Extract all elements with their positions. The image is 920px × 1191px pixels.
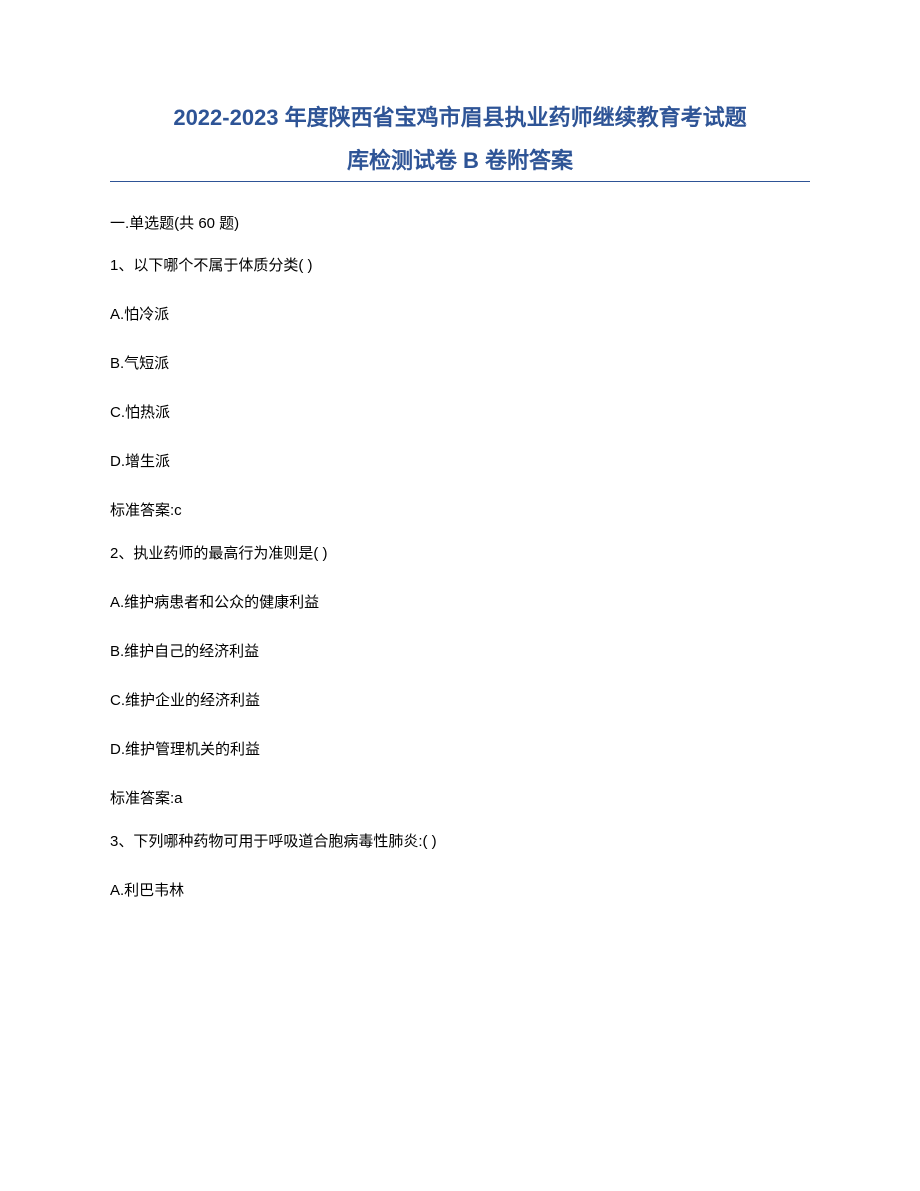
document-title-line2: 库检测试卷 B 卷附答案 — [110, 143, 810, 175]
question-option: D.维护管理机关的利益 — [110, 739, 810, 760]
question-option: B.维护自己的经济利益 — [110, 641, 810, 662]
question-prompt: 3、下列哪种药物可用于呼吸道合胞病毒性肺炎:( ) — [110, 831, 810, 852]
question-option: C.怕热派 — [110, 402, 810, 423]
document-title-line1: 2022-2023 年度陕西省宝鸡市眉县执业药师继续教育考试题 — [110, 100, 810, 135]
question-option: A.利巴韦林 — [110, 880, 810, 901]
section-header: 一.单选题(共 60 题) — [110, 212, 810, 233]
question-option: A.怕冷派 — [110, 304, 810, 325]
question-option: C.维护企业的经济利益 — [110, 690, 810, 711]
question-answer: 标准答案:c — [110, 500, 810, 521]
question-option: D.增生派 — [110, 451, 810, 472]
question-option: B.气短派 — [110, 353, 810, 374]
question-prompt: 2、执业药师的最高行为准则是( ) — [110, 543, 810, 564]
question-option: A.维护病患者和公众的健康利益 — [110, 592, 810, 613]
title-divider — [110, 181, 810, 182]
question-answer: 标准答案:a — [110, 788, 810, 809]
question-prompt: 1、以下哪个不属于体质分类( ) — [110, 255, 810, 276]
